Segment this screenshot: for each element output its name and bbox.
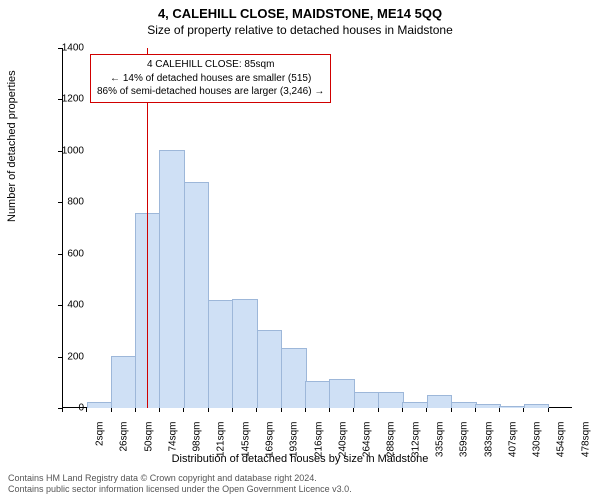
x-tick [135, 408, 136, 412]
y-tick-label: 400 [67, 300, 84, 311]
histogram-bar [499, 406, 525, 408]
x-tick [402, 408, 403, 412]
y-tick-label: 0 [78, 403, 84, 414]
x-tick [281, 408, 282, 412]
x-tick [329, 408, 330, 412]
x-tick [548, 408, 549, 412]
x-tick [523, 408, 524, 412]
annotation-line1: 4 CALEHILL CLOSE: 85sqm [97, 58, 324, 72]
y-tick [58, 202, 62, 203]
histogram-bar [87, 402, 113, 408]
histogram-bar [257, 330, 283, 408]
x-tick [183, 408, 184, 412]
x-tick [475, 408, 476, 412]
histogram-bar [524, 404, 550, 408]
x-tick [305, 408, 306, 412]
histogram-bar [427, 395, 453, 408]
histogram-bar [378, 392, 404, 408]
x-tick [426, 408, 427, 412]
page-title: 4, CALEHILL CLOSE, MAIDSTONE, ME14 5QQ [0, 0, 600, 21]
footer-line1: Contains HM Land Registry data © Crown c… [8, 473, 352, 485]
x-tick [499, 408, 500, 412]
histogram-bar [111, 356, 137, 408]
footer: Contains HM Land Registry data © Crown c… [8, 473, 352, 496]
y-tick [58, 305, 62, 306]
y-tick-label: 200 [67, 351, 84, 362]
histogram-bar [402, 402, 428, 408]
annotation-line2: ← 14% of detached houses are smaller (51… [97, 72, 324, 86]
y-tick [58, 357, 62, 358]
annotation-line3: 86% of semi-detached houses are larger (… [97, 85, 324, 99]
x-tick [232, 408, 233, 412]
histogram-bar [208, 300, 234, 408]
y-tick-label: 800 [67, 197, 84, 208]
histogram-bar [354, 392, 380, 408]
histogram-bar [159, 150, 185, 408]
histogram-bar [475, 404, 501, 408]
x-tick [86, 408, 87, 412]
x-tick [256, 408, 257, 412]
y-axis-label: Number of detached properties [6, 70, 18, 222]
y-tick-label: 1200 [62, 94, 84, 105]
page: 4, CALEHILL CLOSE, MAIDSTONE, ME14 5QQ S… [0, 0, 600, 500]
y-tick [58, 254, 62, 255]
x-tick [208, 408, 209, 412]
histogram-bar [232, 299, 258, 408]
histogram-bar [451, 402, 477, 408]
y-tick-label: 1400 [62, 43, 84, 54]
histogram-bar [184, 182, 210, 408]
y-tick-label: 600 [67, 248, 84, 259]
histogram-bar [305, 381, 331, 408]
x-tick [111, 408, 112, 412]
x-tick [451, 408, 452, 412]
x-axis-title: Distribution of detached houses by size … [0, 453, 600, 465]
x-tick [159, 408, 160, 412]
histogram-bar [281, 348, 307, 408]
annotation-box: 4 CALEHILL CLOSE: 85sqm ← 14% of detache… [90, 54, 331, 103]
x-tick [378, 408, 379, 412]
x-tick [353, 408, 354, 412]
histogram-bar [329, 379, 355, 408]
x-tick [62, 408, 63, 412]
page-subtitle: Size of property relative to detached ho… [0, 21, 600, 37]
chart-plot-area: 2sqm26sqm50sqm74sqm98sqm121sqm145sqm169s… [62, 48, 572, 408]
footer-line2: Contains public sector information licen… [8, 484, 352, 496]
y-tick-label: 1000 [62, 145, 84, 156]
